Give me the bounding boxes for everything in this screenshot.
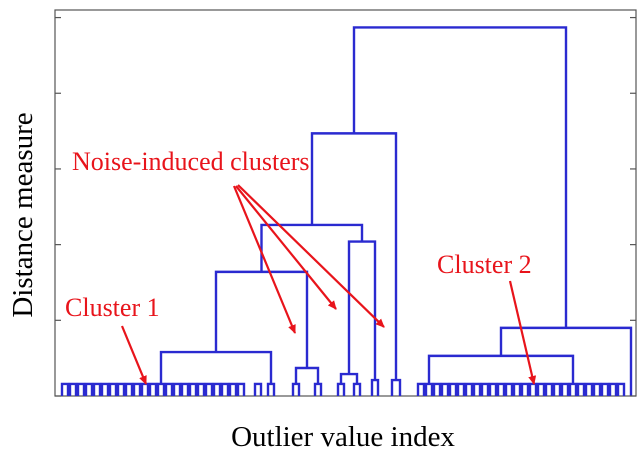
- link: [440, 382, 450, 396]
- link: [370, 378, 380, 396]
- link: [236, 382, 246, 396]
- link: [600, 382, 610, 396]
- dendrogram: [60, 26, 633, 396]
- link: [92, 382, 102, 396]
- link: [266, 382, 276, 396]
- link: [140, 382, 150, 396]
- link: [204, 382, 214, 396]
- link: [592, 382, 602, 396]
- link: [496, 382, 506, 396]
- link: [159, 350, 273, 384]
- link: [488, 382, 498, 396]
- link: [464, 382, 474, 396]
- link: [180, 382, 190, 396]
- link: [253, 382, 263, 396]
- link: [172, 382, 182, 396]
- x-axis-label: Outlier value index: [231, 421, 455, 450]
- link: [512, 382, 522, 396]
- arrow: [508, 280, 537, 385]
- link: [424, 382, 434, 396]
- link: [294, 366, 320, 384]
- link: [544, 382, 554, 396]
- link: [480, 382, 490, 396]
- link: [552, 382, 562, 396]
- y-axis-label: Distance measure: [7, 112, 39, 317]
- link: [156, 382, 166, 396]
- link: [84, 382, 94, 396]
- annotation: Noise-induced clusters: [72, 147, 310, 176]
- link: [432, 382, 442, 396]
- link: [352, 382, 362, 396]
- link: [616, 382, 626, 396]
- link: [212, 382, 222, 396]
- link: [260, 223, 364, 272]
- link: [164, 382, 174, 396]
- link: [148, 382, 158, 396]
- link: [291, 382, 301, 396]
- link: [584, 382, 594, 396]
- plot-frame: [54, 9, 637, 397]
- link: [504, 382, 514, 396]
- link: [339, 372, 359, 384]
- link: [196, 382, 206, 396]
- link: [347, 240, 377, 381]
- link: [220, 382, 230, 396]
- link: [188, 382, 198, 396]
- link: [472, 382, 482, 396]
- link: [228, 382, 238, 396]
- link: [116, 382, 126, 396]
- arrow: [235, 185, 337, 310]
- arrow: [237, 184, 385, 328]
- link: [76, 382, 86, 396]
- link: [124, 382, 134, 396]
- link: [427, 354, 575, 384]
- annotation-arrows: [120, 184, 537, 385]
- link: [448, 382, 458, 396]
- annotation: Cluster 2: [437, 250, 532, 279]
- link: [132, 382, 142, 396]
- link: [60, 382, 70, 396]
- link: [528, 382, 538, 396]
- arrow: [120, 325, 148, 385]
- link: [313, 382, 323, 396]
- link: [214, 270, 309, 368]
- link: [536, 382, 546, 396]
- link: [520, 382, 530, 396]
- link: [390, 378, 402, 396]
- link: [456, 382, 466, 396]
- link: [100, 382, 110, 396]
- link: [68, 382, 78, 396]
- link: [560, 382, 570, 396]
- link: [352, 26, 568, 328]
- link: [568, 382, 578, 396]
- link: [576, 382, 586, 396]
- link: [310, 132, 398, 381]
- link: [608, 382, 618, 396]
- link: [416, 382, 426, 396]
- link: [336, 382, 346, 396]
- arrow: [232, 185, 297, 334]
- annotation: Cluster 1: [65, 293, 160, 322]
- link: [108, 382, 118, 396]
